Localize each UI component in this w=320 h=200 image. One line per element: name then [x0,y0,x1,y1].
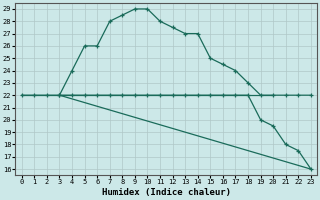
X-axis label: Humidex (Indice chaleur): Humidex (Indice chaleur) [102,188,231,197]
